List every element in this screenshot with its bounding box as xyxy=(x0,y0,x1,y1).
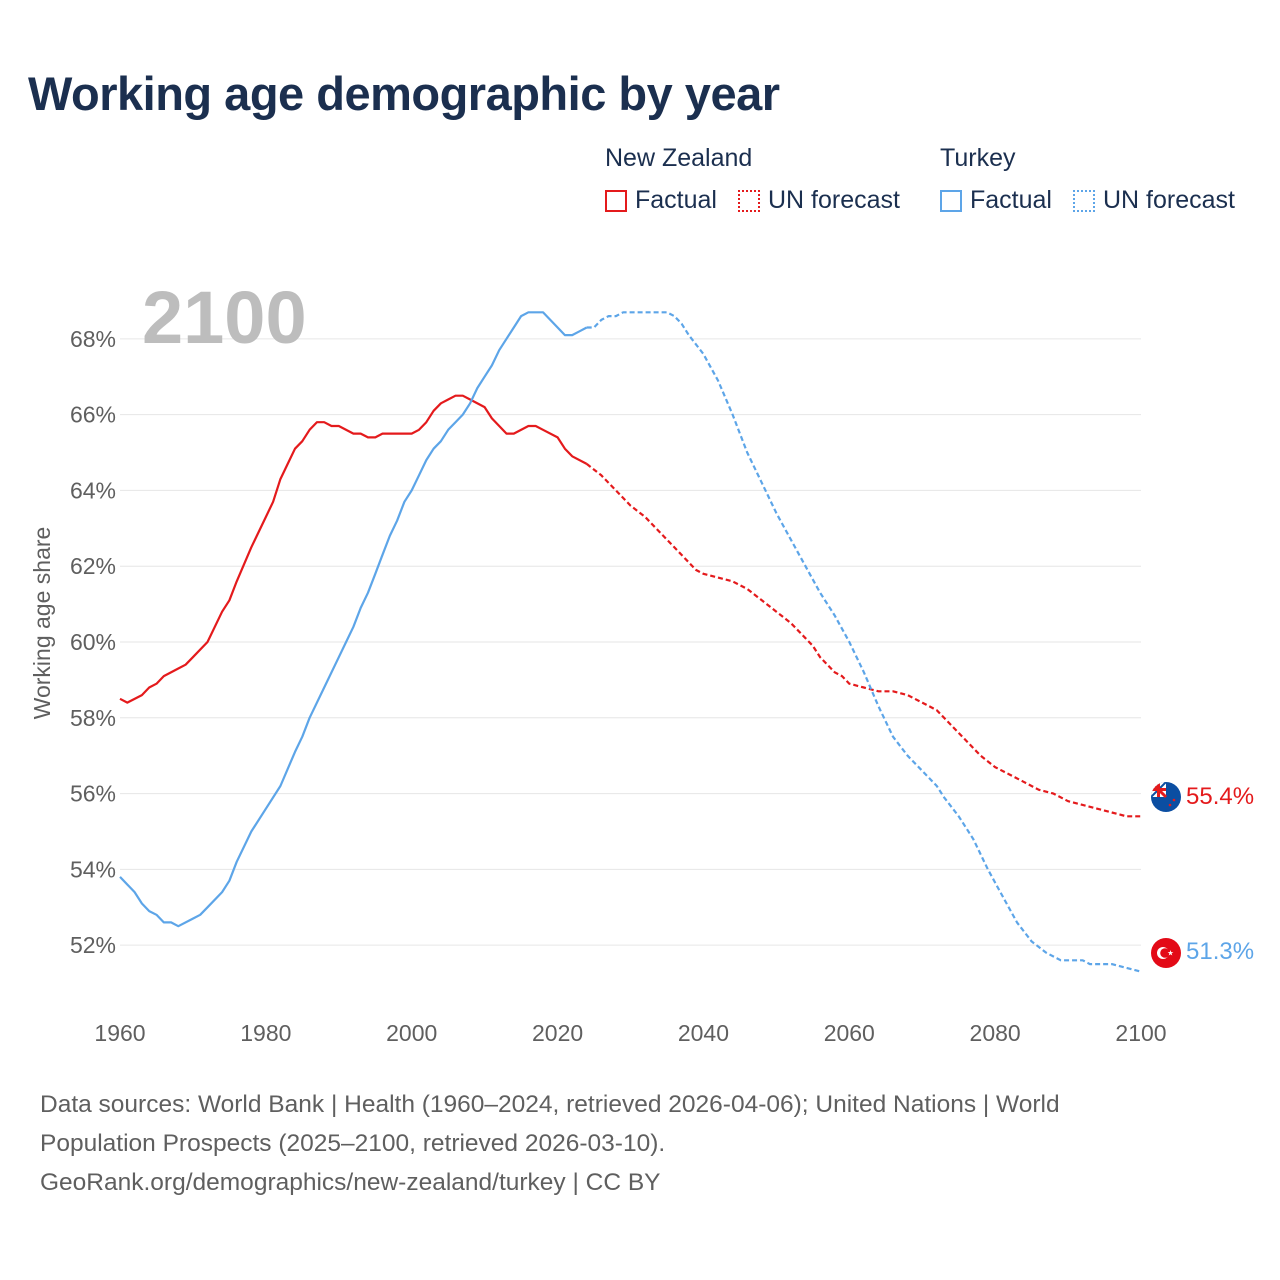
legend-item-nz-factual[interactable]: Factual xyxy=(605,186,717,215)
tr-end-value-label: 51.3% xyxy=(1186,938,1254,965)
y-tick-label-60: 60% xyxy=(70,629,116,655)
turkey-flag-icon xyxy=(1151,938,1181,968)
source-line-1: Data sources: World Bank | Health (1960–… xyxy=(40,1091,1060,1118)
x-tick-label-2020: 2020 xyxy=(532,1020,583,1046)
nz-end-value-label: 55.4% xyxy=(1186,783,1254,810)
series-lines xyxy=(119,311,1142,973)
y-tick-labels: 52% 54% 56% 58% 60% 62% 64% 66% 68% xyxy=(70,326,116,958)
x-tick-label-2100: 2100 xyxy=(1115,1020,1166,1046)
year-watermark: 2100 xyxy=(142,276,307,359)
legend-swatch-tr-forecast xyxy=(1073,189,1095,212)
legend-group-new-zealand: New Zealand xyxy=(605,144,753,172)
y-tick-label-58: 58% xyxy=(70,705,116,731)
legend-label-tr-factual: Factual xyxy=(970,186,1052,214)
new-zealand-factual-line xyxy=(119,394,588,704)
y-tick-label-56: 56% xyxy=(70,781,116,807)
legend-swatch-tr-factual xyxy=(940,189,962,212)
legend-item-nz-forecast[interactable]: UN forecast xyxy=(738,186,900,215)
legend-swatch-nz-factual xyxy=(605,189,627,212)
grid-lines xyxy=(120,338,1141,946)
new-zealand-forecast-line xyxy=(586,463,1141,818)
legend-swatch-nz-forecast xyxy=(738,189,760,212)
new-zealand-flag-icon xyxy=(1151,782,1181,812)
turkey-forecast-line xyxy=(586,311,1142,973)
chart-title: Working age demographic by year xyxy=(28,67,780,120)
legend-label-nz-factual: Factual xyxy=(635,186,717,214)
turkey-factual-line xyxy=(119,311,588,928)
x-tick-label-2000: 2000 xyxy=(386,1020,437,1046)
y-tick-label-62: 62% xyxy=(70,553,116,579)
x-tick-label-2040: 2040 xyxy=(678,1020,729,1046)
legend-label-tr-forecast: UN forecast xyxy=(1103,186,1235,214)
y-axis-label: Working age share xyxy=(29,527,55,720)
line-chart: 2100 52% 54% 56% 58% 60% 62% 64% 66% 68% 1960 198… xyxy=(29,276,1254,1046)
source-line-3: GeoRank.org/demographics/new-zealand/tur… xyxy=(40,1169,661,1196)
y-tick-label-52: 52% xyxy=(70,932,116,958)
x-tick-label-2060: 2060 xyxy=(824,1020,875,1046)
y-tick-label-68: 68% xyxy=(70,326,116,352)
y-tick-label-66: 66% xyxy=(70,402,116,428)
y-tick-label-64: 64% xyxy=(70,477,116,503)
source-line-2: Population Prospects (2025–2100, retriev… xyxy=(40,1130,666,1157)
legend-item-tr-forecast[interactable]: UN forecast xyxy=(1073,186,1235,215)
x-tick-label-1980: 1980 xyxy=(240,1020,291,1046)
legend-group-turkey: Turkey xyxy=(940,144,1016,172)
x-tick-label-2080: 2080 xyxy=(970,1020,1021,1046)
x-tick-labels: 1960 1980 2000 2020 2040 2060 2080 2100 xyxy=(94,1020,1166,1046)
x-tick-label-1960: 1960 xyxy=(94,1020,145,1046)
y-tick-label-54: 54% xyxy=(70,856,116,882)
data-source-note: Data sources: World Bank | Health (1960–… xyxy=(40,1085,1240,1202)
legend-item-tr-factual[interactable]: Factual xyxy=(940,186,1052,215)
legend-label-nz-forecast: UN forecast xyxy=(768,186,900,214)
